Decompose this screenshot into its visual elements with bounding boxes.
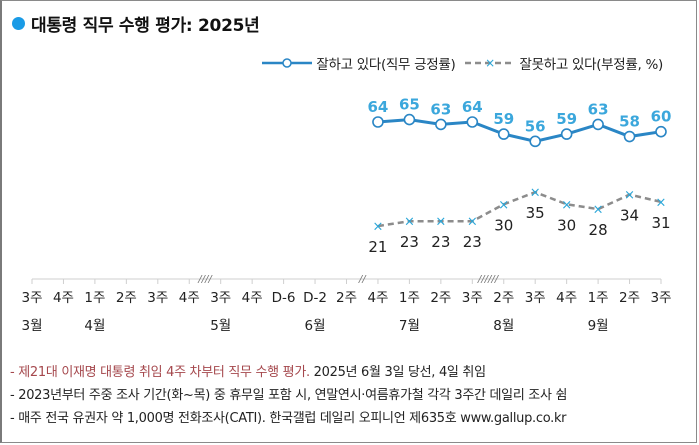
- x-tick-label: 4주: [53, 290, 74, 306]
- footnote-3-text: - 매주 전국 유권자 약 1,000명 전화조사(CATI). 한국갤럽 데일…: [10, 411, 567, 426]
- footnote-2: - 2023년부터 주중 조사 기간(화~목) 중 휴무일 포함 시, 연말연시…: [10, 384, 567, 407]
- footnote-1-text: 2025년 6월 3일 당선, 4일 취임: [309, 365, 486, 380]
- x-tick-label: 1주: [399, 290, 420, 306]
- approve-data-label: 64: [462, 98, 483, 116]
- footnotes: - 제21대 이재명 대통령 취임 4주 차부터 직무 수행 평가. 2025년…: [10, 361, 567, 430]
- chart-title-text: 대통령 직무 수행 평가: 2025년: [31, 16, 260, 36]
- disapprove-data-label: 30: [557, 216, 576, 234]
- approve-point: [560, 128, 573, 140]
- disapprove-data-label: 23: [463, 233, 482, 251]
- x-month-label: 7월: [399, 318, 420, 334]
- x-tick-label: 3주: [21, 290, 42, 306]
- legend-disapprove-label: 잘못하고 있다(부정률, %): [519, 57, 663, 73]
- approve-data-label: 63: [430, 100, 451, 118]
- approve-point: [497, 128, 510, 140]
- legend-item-approve: 잘하고 있다(직무 긍정률): [262, 53, 456, 73]
- x-month-label: 8월: [493, 318, 514, 334]
- approve-data-label: 65: [399, 96, 420, 114]
- x-month-label: 6월: [305, 318, 326, 334]
- disapprove-data-label: 34: [620, 207, 639, 225]
- x-tick-label: 2주: [493, 290, 514, 306]
- disapprove-point: ×: [624, 188, 635, 203]
- disapprove-point: ×: [435, 215, 446, 230]
- approve-data-label: 58: [619, 113, 640, 131]
- approve-point: [435, 118, 447, 131]
- legend-approve-label: 잘하고 있다(직무 긍정률): [316, 57, 456, 73]
- axis-break-mark: //: [358, 274, 367, 285]
- x-tick-label: 3주: [650, 290, 671, 306]
- x-tick-label: D-6: [272, 290, 296, 306]
- approve-line: [377, 118, 662, 143]
- x-tick-label: 4주: [556, 290, 577, 306]
- approve-point: [529, 135, 542, 148]
- footnote-1: - 제21대 이재명 대통령 취임 4주 차부터 직무 수행 평가. 2025년…: [10, 361, 567, 384]
- x-tick-label: 4주: [179, 290, 200, 306]
- approve-data-label: 59: [556, 110, 577, 128]
- disapprove-point: ×: [372, 220, 383, 235]
- x-tick-label: 2주: [336, 290, 357, 306]
- x-tick-label: 3주: [525, 290, 546, 306]
- legend-approve-marker-icon: [262, 58, 313, 68]
- x-tick-label: 2주: [619, 290, 640, 306]
- legend-disapprove-marker-icon: ×: [465, 57, 516, 69]
- legend-item-disapprove: × 잘못하고 있다(부정률, %): [465, 53, 663, 73]
- disapprove-point: ×: [593, 203, 604, 218]
- disapprove-line: [377, 190, 662, 228]
- x-tick-label: 3주: [462, 290, 483, 306]
- x-month-label: 5월: [210, 318, 231, 334]
- x-month-label: 9월: [588, 318, 609, 334]
- disapprove-point: ×: [498, 198, 509, 213]
- disapprove-point: ×: [404, 215, 415, 230]
- x-tick-label: D-2: [303, 290, 327, 306]
- disapprove-data-label: 23: [431, 233, 450, 251]
- svg-text:×: ×: [486, 57, 496, 69]
- approve-data-label: 56: [525, 117, 546, 135]
- approve-data-label: 63: [588, 100, 609, 118]
- footnote-3: - 매주 전국 유권자 약 1,000명 전화조사(CATI). 한국갤럽 데일…: [10, 407, 567, 430]
- disapprove-point: ×: [530, 186, 541, 201]
- disapprove-point: ×: [656, 195, 667, 210]
- footnote-1-highlight: - 제21대 이재명 대통령 취임 4주 차부터 직무 수행 평가.: [10, 365, 310, 380]
- disapprove-point: ×: [561, 198, 572, 213]
- approve-point: [655, 125, 667, 138]
- chart-title: 대통령 직무 수행 평가: 2025년: [12, 11, 260, 36]
- x-tick-label: 1주: [588, 290, 609, 306]
- disapprove-data-label: 23: [400, 233, 419, 251]
- series-layer: × 21 × 23 × 23 × 23 × 30 × 35 × 30 × 28 × 34 × 31 64 65 63 64 59…: [368, 96, 672, 256]
- axis-break-mark: //////: [477, 274, 500, 285]
- approve-point: [466, 116, 479, 128]
- disapprove-data-label: 30: [494, 216, 513, 234]
- disapprove-data-label: 21: [368, 238, 387, 256]
- legend: 잘하고 있다(직무 긍정률) × 잘못하고 있다(부정률, %): [252, 53, 663, 73]
- approve-point: [403, 113, 416, 126]
- axis-break-mark: ////: [197, 274, 213, 285]
- x-tick-label: 1주: [84, 290, 105, 306]
- approve-point: [623, 130, 636, 143]
- approve-data-label: 60: [651, 108, 672, 126]
- disapprove-point: ×: [467, 215, 478, 230]
- x-axis: 3주 4주 1주 2주 3주 4주 3주 4주 D-6 D-2 2주 4주 1주 2주 3주 2주 3주 4주 1주…: [21, 274, 671, 334]
- x-tick-label: 3주: [147, 290, 168, 306]
- title-dot-icon: [12, 17, 25, 30]
- x-tick-label: 4주: [242, 290, 263, 306]
- approve-point: [592, 118, 604, 131]
- x-tick-label: 3주: [210, 290, 231, 306]
- approve-point: [372, 116, 384, 128]
- footnote-2-text: - 2023년부터 주중 조사 기간(화~목) 중 휴무일 포함 시, 연말연시…: [10, 388, 568, 403]
- x-tick-label: 2주: [430, 290, 451, 306]
- approve-data-label: 59: [493, 110, 514, 128]
- approve-data-label: 64: [368, 98, 389, 116]
- x-month-label: 4월: [84, 318, 105, 334]
- x-tick-label: 2주: [116, 290, 137, 306]
- disapprove-data-label: 28: [589, 221, 608, 239]
- x-tick-label: 4주: [367, 290, 388, 306]
- disapprove-data-label: 31: [651, 214, 670, 232]
- disapprove-data-label: 35: [526, 204, 545, 222]
- x-month-label: 3월: [21, 318, 42, 334]
